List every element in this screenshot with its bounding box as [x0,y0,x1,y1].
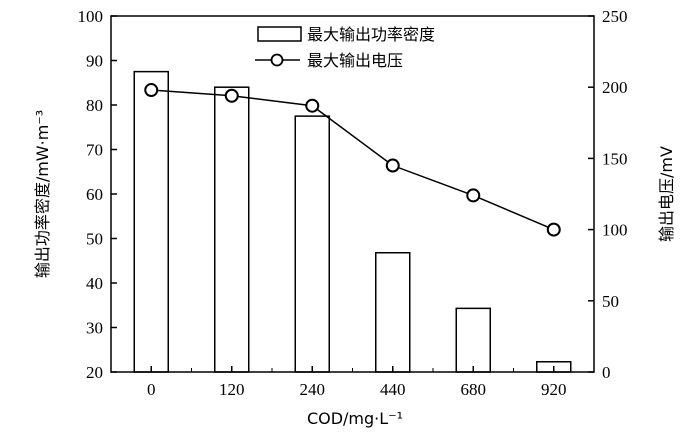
bar-120 [214,86,250,373]
x-tick-label-920: 920 [541,380,567,399]
y-right-tick-label-0: 0 [602,363,611,382]
voltage-point-0 [144,83,159,98]
y-right-tick-label-150: 150 [602,149,628,168]
voltage-point-920 [546,222,561,237]
voltage-point-240 [305,98,320,113]
legend-bar-swatch [257,26,302,42]
ticks: 20 30 40 50 60 70 80 90 100 0 50 100 150 200 250 0 120 24… [78,7,628,399]
voltage-line [151,89,555,231]
y-left-tick-label-40: 40 [86,274,103,293]
y-left-tick-label-70: 70 [86,141,103,160]
legend-bar-label: 最大输出功率密度 [307,25,435,44]
voltage-point-120 [224,88,239,103]
y-left-tick-label-90: 90 [86,52,103,71]
bar-440 [375,251,411,373]
line-group [144,83,561,237]
y-axis-left-title: 输出功率密度/mW·m⁻³ [33,110,52,278]
legend-line-marker [270,53,284,67]
y-right-tick-label-250: 250 [602,7,628,26]
bar-680 [455,307,491,373]
y-right-tick-label-50: 50 [602,292,619,311]
y-left-tick-label-100: 100 [78,7,104,26]
x-axis-title: COD/mg·L⁻¹ [307,409,403,428]
x-tick-label-240: 240 [300,380,326,399]
bar-group [133,70,572,373]
y-left-tick-label-50: 50 [86,230,103,249]
y-right-tick-label-200: 200 [602,78,628,97]
y-left-tick-label-20: 20 [86,363,103,382]
x-tick-label-0: 0 [147,380,156,399]
legend-line-label: 最大输出电压 [307,51,403,70]
voltage-point-680 [466,188,481,203]
bar-240 [294,115,330,373]
legend: 最大输出功率密度 最大输出电压 [255,25,435,70]
y-right-tick-label-100: 100 [602,221,628,240]
x-tick-label-680: 680 [461,380,487,399]
x-tick-label-440: 440 [380,380,406,399]
y-left-tick-label-30: 30 [86,319,103,338]
x-tick-label-120: 120 [219,380,245,399]
y-left-tick-label-60: 60 [86,185,103,204]
voltage-point-440 [385,158,400,173]
y-axis-right-title: 输出电压/mV [657,146,676,242]
y-left-tick-label-80: 80 [86,96,103,115]
bar-0 [133,70,169,373]
